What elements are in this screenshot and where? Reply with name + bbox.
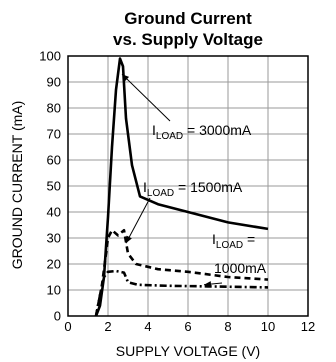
series-line-1500ma bbox=[94, 228, 269, 317]
plot-frame bbox=[67, 55, 309, 317]
y-tick-label: 20 bbox=[47, 257, 61, 272]
annotation-label-1000-line2: 1000mA bbox=[214, 260, 267, 276]
annotation-arrowhead-1500 bbox=[126, 235, 132, 244]
series-group bbox=[94, 57, 269, 317]
y-tick-label: 50 bbox=[47, 179, 61, 194]
annotation-arrow-1500 bbox=[125, 197, 151, 244]
annotation-arrowhead-1000 bbox=[204, 281, 212, 288]
y-tick-label: 60 bbox=[47, 153, 61, 168]
y-axis-label: GROUND CURRENT (mA) bbox=[9, 101, 25, 270]
x-tick-label: 8 bbox=[224, 319, 231, 334]
x-tick-label: 0 bbox=[64, 319, 71, 334]
x-tick-labels: 0 2 4 6 8 10 12 bbox=[64, 319, 315, 334]
x-tick-label: 2 bbox=[104, 319, 111, 334]
annotation-arrow-3000 bbox=[121, 73, 171, 122]
y-tick-label: 70 bbox=[47, 127, 61, 142]
x-tick-label: 12 bbox=[301, 319, 315, 334]
x-tick-label: 6 bbox=[184, 319, 191, 334]
y-tick-label: 100 bbox=[39, 49, 61, 64]
y-tick-label: 80 bbox=[47, 101, 61, 116]
series-line-1000ma bbox=[94, 269, 269, 317]
x-axis-label: SUPPLY VOLTAGE (V) bbox=[116, 343, 260, 359]
y-tick-label: 40 bbox=[47, 205, 61, 220]
annotation-label-1000: ILOAD = bbox=[212, 231, 255, 251]
y-tick-label: 0 bbox=[54, 309, 61, 324]
y-tick-label: 30 bbox=[47, 231, 61, 246]
chart-title-line-2: vs. Supply Voltage bbox=[113, 30, 263, 49]
annotation-label-3000: ILOAD = 3000mA bbox=[152, 122, 252, 142]
annotation-label-1500: ILOAD = 1500mA bbox=[143, 179, 243, 199]
y-tick-label: 90 bbox=[47, 75, 61, 90]
y-tick-label: 10 bbox=[47, 283, 61, 298]
annotations: ILOAD = 3000mA ILOAD = 1500mA ILOAD = 1000m… bbox=[121, 73, 267, 288]
y-tick-labels: 0 10 20 30 40 50 60 70 80 90 100 bbox=[39, 49, 61, 324]
chart-title-line-1: Ground Current bbox=[124, 9, 252, 28]
x-tick-label: 10 bbox=[261, 319, 275, 334]
x-tick-label: 4 bbox=[144, 319, 151, 334]
annotation-arrowhead-3000 bbox=[122, 74, 130, 82]
series-line-3000ma bbox=[94, 57, 269, 317]
